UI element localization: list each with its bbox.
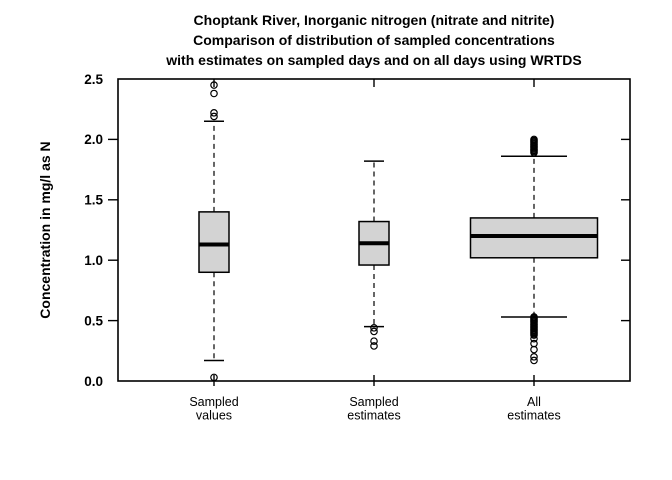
y-tick-label: 1.0 bbox=[84, 253, 103, 268]
chart-title-line-2: Comparison of distribution of sampled co… bbox=[193, 32, 555, 48]
x-group-label-line-2: values bbox=[196, 409, 232, 423]
outlier-point bbox=[530, 135, 538, 144]
y-tick-label: 2.0 bbox=[84, 132, 103, 147]
outlier-point bbox=[210, 112, 218, 121]
box-group-2: Sampled estimates bbox=[347, 79, 401, 423]
chart-title-line-3: with estimates on sampled days and on al… bbox=[166, 52, 582, 68]
y-tick-label: 2.5 bbox=[84, 72, 103, 87]
x-group-label-line-1: Sampled bbox=[189, 395, 238, 409]
outlier-point bbox=[210, 373, 218, 382]
outlier-point bbox=[370, 324, 378, 332]
outlier-point bbox=[530, 339, 538, 348]
y-tick-label: 0.5 bbox=[84, 313, 103, 328]
outlier-point bbox=[530, 353, 538, 361]
x-group-label-line-2: estimates bbox=[507, 409, 561, 423]
outlier-point bbox=[210, 81, 218, 89]
iqr-box bbox=[198, 211, 230, 274]
x-group-label: Sampled values bbox=[189, 395, 238, 423]
outlier-point bbox=[370, 342, 378, 350]
outlier-point bbox=[530, 356, 538, 365]
x-group-label-line-1: Sampled bbox=[349, 395, 398, 409]
outlier-point bbox=[530, 313, 538, 321]
chart-title-line-1: Choptank River, Inorganic nitrogen (nitr… bbox=[193, 12, 555, 28]
x-group-label: Sampled estimates bbox=[347, 395, 401, 423]
box-group-1: Sampled values bbox=[189, 79, 239, 423]
outlier-point bbox=[210, 109, 218, 117]
x-group-label-line-2: estimates bbox=[347, 409, 401, 423]
outlier-point bbox=[370, 337, 378, 345]
x-group-label-line-1: All bbox=[527, 395, 541, 409]
outlier-point bbox=[370, 327, 378, 336]
x-group-label: All estimates bbox=[507, 395, 561, 423]
y-tick-label: 0.0 bbox=[84, 374, 103, 389]
box-group-3: All estimates bbox=[469, 79, 599, 423]
outlier-point bbox=[210, 89, 218, 98]
chart-title: Choptank River, Inorganic nitrogen (nitr… bbox=[118, 10, 630, 70]
y-tick-label: 1.5 bbox=[84, 193, 103, 208]
